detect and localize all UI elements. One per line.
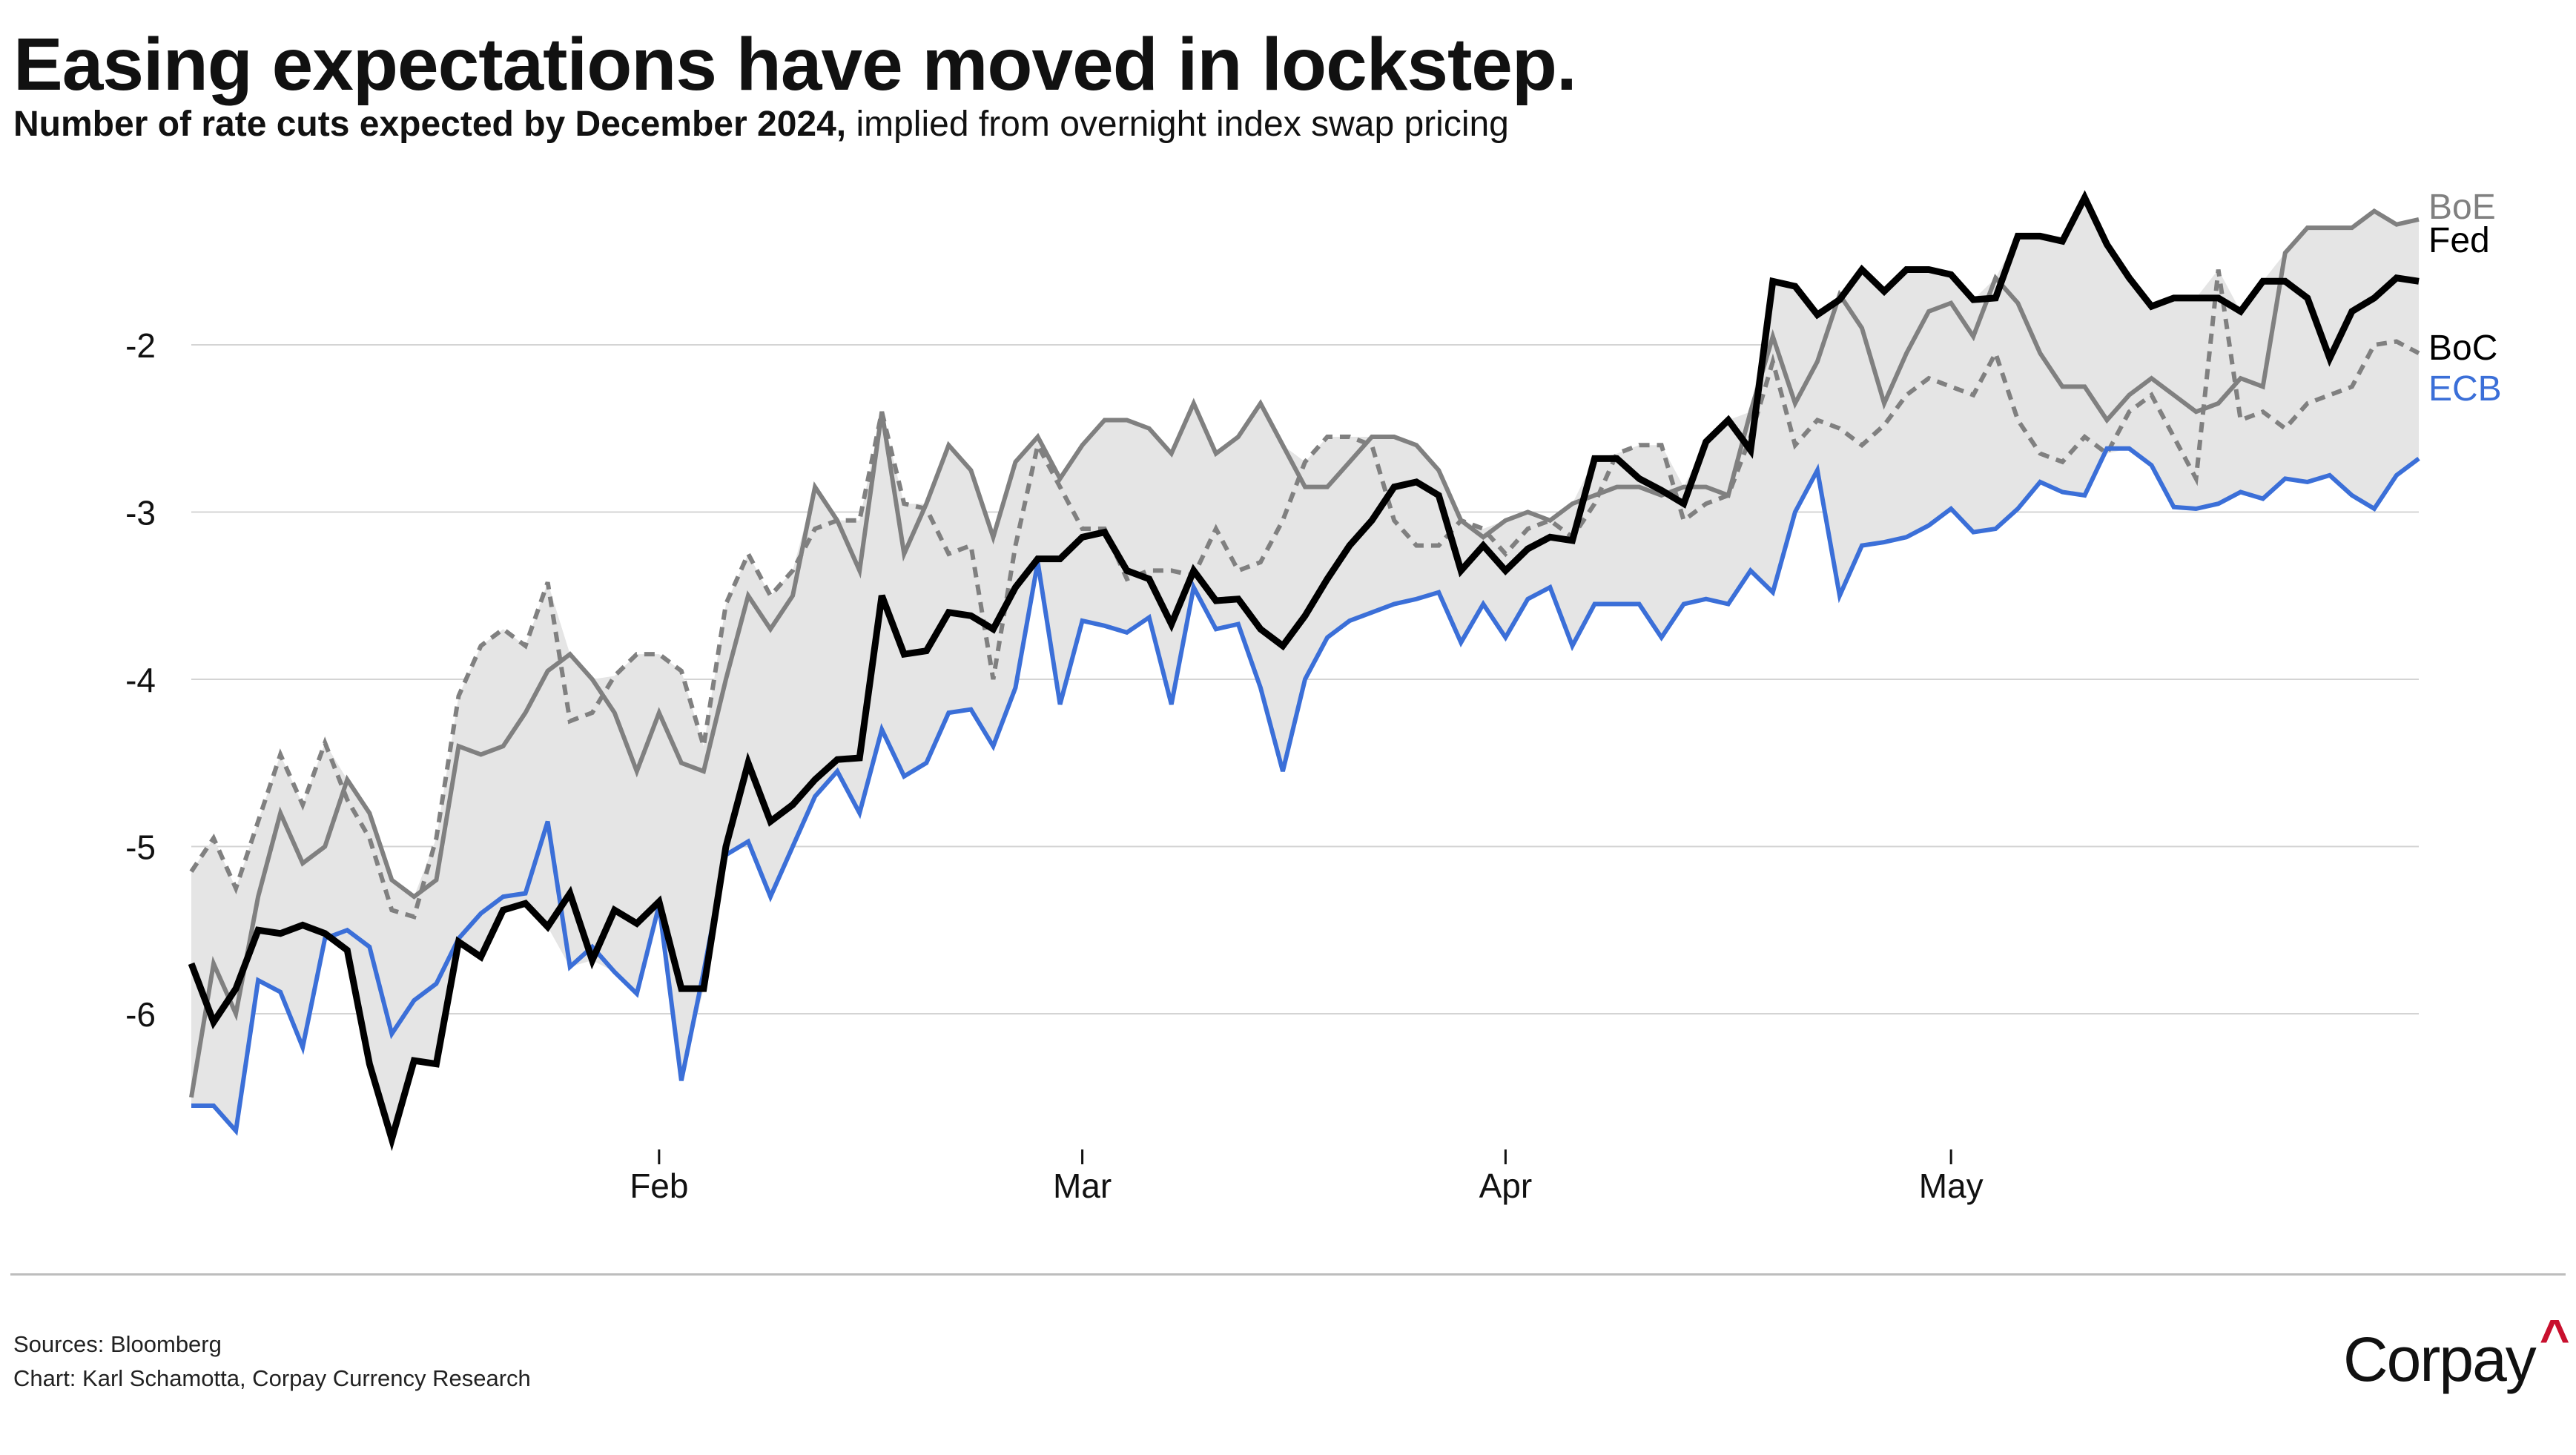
y-tick-label: -4 bbox=[125, 661, 156, 699]
y-tick-label: -5 bbox=[125, 828, 156, 867]
logo-text: Corpay bbox=[2343, 1324, 2537, 1394]
y-axis-ticks: -2 -3 -4 -5 -6 bbox=[125, 326, 156, 1034]
series-label-ecb: ECB bbox=[2428, 369, 2502, 409]
x-tick-label: May bbox=[1919, 1167, 1984, 1205]
x-axis-ticks: Feb Mar Apr May bbox=[630, 1149, 1984, 1205]
x-tick-label: Feb bbox=[630, 1167, 688, 1205]
x-tick-label: Apr bbox=[1479, 1167, 1533, 1205]
corpay-logo[interactable]: Corpay^ bbox=[2343, 1309, 2570, 1396]
subtitle-bold: Number of rate cuts expected by December… bbox=[13, 105, 847, 144]
series-line-boc bbox=[189, 269, 2420, 920]
sources-text: Sources: Bloomberg bbox=[13, 1331, 222, 1357]
y-tick-label: -3 bbox=[125, 494, 156, 532]
range-band bbox=[191, 197, 2419, 1140]
series-label-boc: BoC bbox=[2428, 329, 2497, 368]
series-lines bbox=[188, 190, 2420, 1152]
subtitle-rest: implied from overnight index swap pricin… bbox=[846, 105, 1509, 144]
credit-text: Chart: Karl Schamotta, Corpay Currency R… bbox=[13, 1365, 531, 1391]
y-tick-label: -6 bbox=[125, 995, 156, 1034]
series-label-boe: BoE bbox=[2428, 188, 2496, 227]
chart-title: Easing expectations have moved in lockst… bbox=[13, 23, 1577, 106]
series-line-fed bbox=[188, 190, 2420, 1152]
chart-subtitle: Number of rate cuts expected by December… bbox=[13, 104, 1509, 145]
series-line-ecb bbox=[191, 446, 2420, 1136]
series-line-boe bbox=[189, 208, 2420, 1098]
footer-divider bbox=[10, 1273, 2566, 1276]
series-label-fed: Fed bbox=[2428, 221, 2490, 260]
footer-sources: Sources: Bloomberg Chart: Karl Schamotta… bbox=[13, 1327, 531, 1396]
x-tick-label: Mar bbox=[1053, 1167, 1112, 1205]
y-tick-label: -2 bbox=[125, 326, 156, 365]
caret-icon: ^ bbox=[2539, 1309, 2570, 1367]
